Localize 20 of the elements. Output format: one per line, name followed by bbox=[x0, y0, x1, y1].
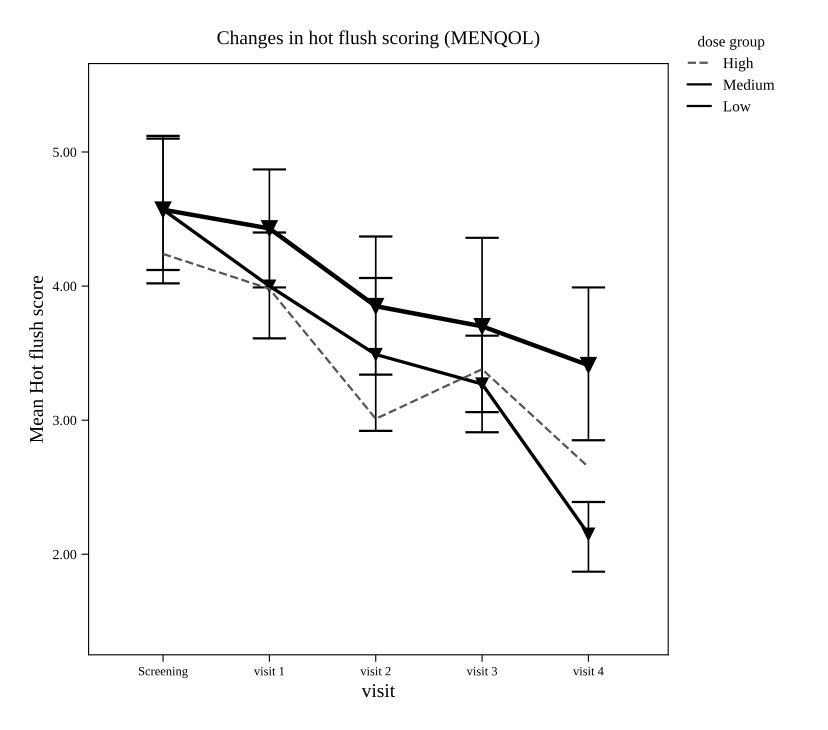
y-tick-label: 3.00 bbox=[53, 416, 76, 426]
x-tick-label: visit 4 bbox=[572, 667, 604, 676]
y-axis-title: Mean Hot flush score bbox=[29, 276, 43, 443]
y-tick-label: 4.00 bbox=[52, 282, 76, 292]
x-tick-label: visit 3 bbox=[466, 667, 498, 676]
x-axis-title: visit bbox=[362, 684, 396, 698]
x-tick-label: visit 1 bbox=[254, 667, 284, 676]
x-tick-label: visit 2 bbox=[360, 667, 390, 676]
y-tick-label: 5.00 bbox=[53, 148, 76, 158]
legend-label: High bbox=[723, 58, 754, 72]
legend-label: Low bbox=[723, 101, 751, 112]
legend-label: Medium bbox=[723, 79, 774, 90]
point bbox=[475, 377, 489, 391]
point bbox=[582, 528, 596, 541]
y-tick-label: 2.00 bbox=[53, 550, 76, 560]
legend-title: dose group bbox=[698, 36, 764, 50]
chart-title: Changes in hot flush scoring (MENQOL) bbox=[217, 30, 540, 48]
line-series bbox=[162, 252, 590, 468]
x-tick-label: Screening bbox=[138, 666, 188, 678]
point bbox=[369, 348, 382, 362]
